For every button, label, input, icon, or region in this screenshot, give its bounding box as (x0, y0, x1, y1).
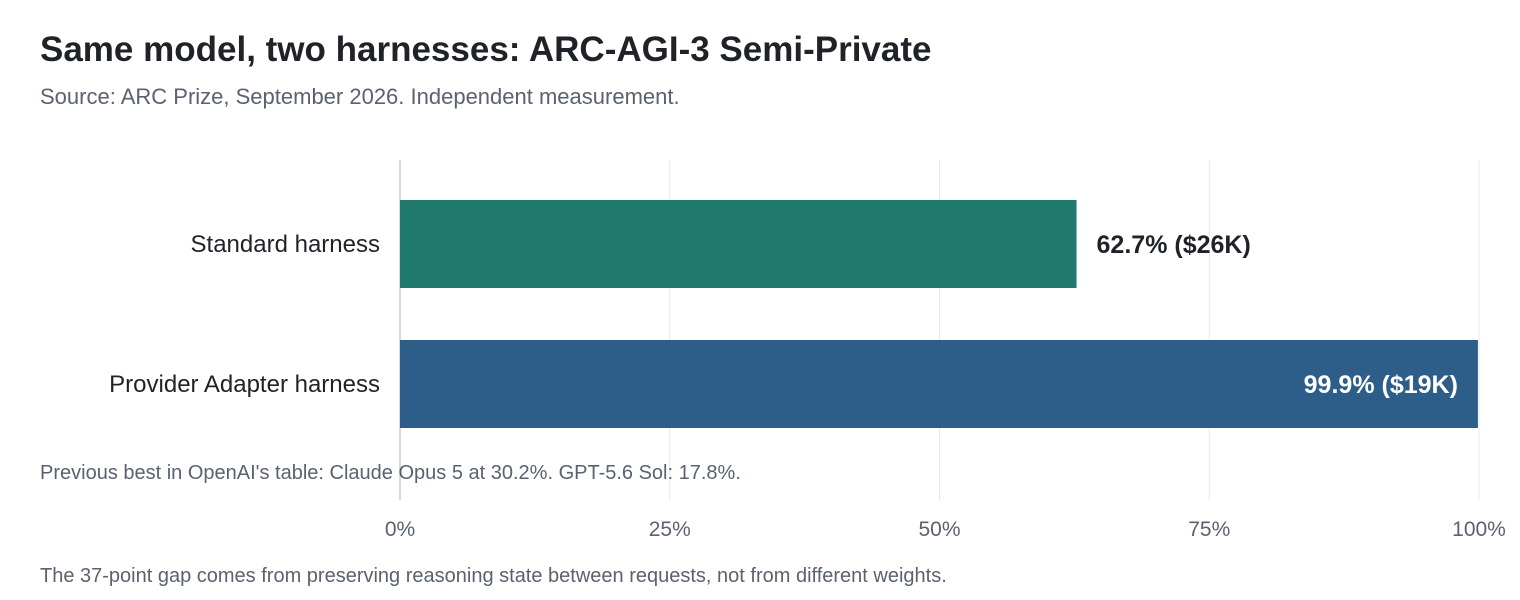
category-label: Standard harness (191, 231, 380, 258)
data-label: 99.9% ($19K) (1304, 371, 1458, 399)
chart-title: Same model, two harnesses: ARC-AGI-3 Sem… (40, 30, 932, 69)
x-tick-label: 25% (649, 518, 691, 541)
chart-subtitle: Source: ARC Prize, September 2026. Indep… (40, 84, 680, 109)
category-label: Provider Adapter harness (109, 371, 380, 398)
bars (400, 200, 1478, 428)
bar (400, 200, 1077, 288)
bar (400, 340, 1478, 428)
x-tick-label: 100% (1452, 518, 1506, 541)
data-label: 62.7% ($26K) (1097, 231, 1251, 259)
labels: 0% 25% 50% 75% 100% Standard harness 62.7% ($2… (109, 231, 1506, 541)
x-tick-label: 50% (918, 518, 960, 541)
chart-footnote: The 37-point gap comes from preserving r… (40, 565, 947, 587)
chart-annotation: Previous best in OpenAI's table: Claude … (40, 462, 741, 484)
x-tick-label: 0% (385, 518, 415, 541)
x-tick-label: 75% (1188, 518, 1230, 541)
